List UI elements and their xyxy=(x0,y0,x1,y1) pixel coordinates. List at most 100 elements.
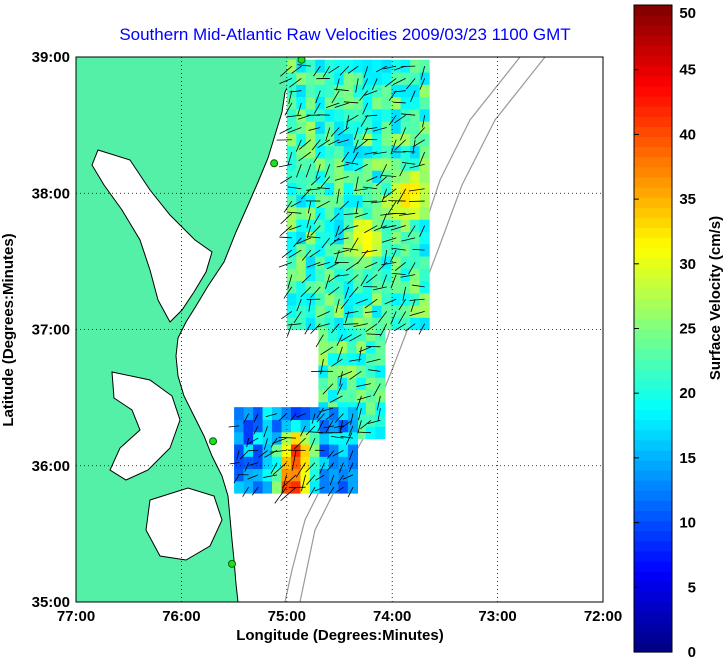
velocity-cell xyxy=(372,133,383,147)
velocity-arrow xyxy=(367,420,381,424)
velocity-arrow xyxy=(338,462,344,473)
colorbar-ticks: 0 5 10 15 20 25 30 35 40 45 50 xyxy=(634,4,696,659)
velocity-arrow xyxy=(398,298,407,311)
colorbar-band xyxy=(634,459,672,471)
velocity-cell xyxy=(296,268,307,282)
velocity-arrow xyxy=(313,151,321,163)
colorbar-band xyxy=(634,540,672,552)
velocity-arrow xyxy=(400,274,416,278)
velocity-arrow xyxy=(364,225,378,234)
velocity-arrow xyxy=(305,462,316,473)
colorbar-band xyxy=(634,641,672,653)
velocity-arrow xyxy=(358,431,371,434)
velocity-cell xyxy=(365,401,376,415)
velocity-arrow xyxy=(366,176,378,182)
velocity-arrow xyxy=(358,346,372,353)
colorbar-band xyxy=(634,247,672,259)
velocity-arrow xyxy=(263,425,268,438)
velocity-arrow xyxy=(253,413,259,423)
velocity-arrow xyxy=(353,139,359,153)
velocity-arrow xyxy=(297,114,311,120)
velocity-cell xyxy=(334,317,345,331)
velocity-cell xyxy=(362,304,373,318)
velocity-cell xyxy=(400,317,411,331)
velocity-cell xyxy=(419,255,430,269)
velocity-arrow xyxy=(364,261,378,269)
velocity-arrow xyxy=(381,274,388,288)
velocity-arrow xyxy=(301,274,312,284)
velocity-arrow xyxy=(300,286,312,298)
velocity-cell xyxy=(372,157,383,171)
velocity-arrow xyxy=(251,486,259,496)
velocity-cell xyxy=(334,304,345,318)
velocity-cell xyxy=(319,480,330,494)
velocity-arrow xyxy=(401,237,416,242)
velocity-cell xyxy=(305,317,316,331)
velocity-cell xyxy=(262,480,273,494)
velocity-arrow xyxy=(347,274,359,285)
velocity-arrow xyxy=(329,213,340,222)
velocity-arrow xyxy=(287,151,293,165)
velocity-arrow xyxy=(373,286,387,291)
velocity-arrow xyxy=(341,151,350,163)
velocity-cell xyxy=(391,280,402,294)
velocity-arrow xyxy=(377,408,381,421)
colorbar-band xyxy=(634,197,672,208)
colorbar-band xyxy=(634,439,672,451)
velocity-arrow xyxy=(402,162,416,165)
velocity-cell xyxy=(419,206,430,220)
velocity-cell xyxy=(305,121,316,134)
velocity-arrow xyxy=(354,212,368,218)
velocity-cell xyxy=(381,317,392,331)
velocity-cell xyxy=(305,255,316,269)
velocity-arrow xyxy=(362,200,378,203)
colorbar-tick-label: 25 xyxy=(679,321,696,338)
velocity-cell xyxy=(319,419,330,433)
velocity-arrow xyxy=(336,334,343,346)
colorbar-band xyxy=(634,5,672,16)
x-tick-label: 74:00 xyxy=(373,608,411,625)
velocity-arrow xyxy=(314,486,325,492)
colorbar-band xyxy=(634,348,672,360)
velocity-arrow xyxy=(354,163,368,172)
velocity-arrow xyxy=(316,323,330,328)
velocity-cell xyxy=(410,182,421,196)
velocity-arrow xyxy=(339,371,343,387)
colorbar-band xyxy=(634,207,672,218)
velocity-arrow xyxy=(280,213,293,225)
colorbar-band xyxy=(634,166,672,178)
velocity-cell xyxy=(391,96,402,110)
colorbar-band xyxy=(634,581,672,592)
velocity-arrow xyxy=(399,164,407,177)
velocity-arrow xyxy=(361,249,378,254)
velocity-cell xyxy=(356,377,367,391)
velocity-cell xyxy=(324,145,335,159)
velocity-arrow xyxy=(394,114,406,124)
velocity-arrow xyxy=(382,225,397,229)
velocity-cell xyxy=(381,292,392,306)
velocity-cell xyxy=(315,317,326,331)
colorbar-band xyxy=(634,480,672,491)
x-tick-label: 72:00 xyxy=(584,608,622,625)
velocity-cell xyxy=(243,419,254,433)
velocity-arrow xyxy=(388,114,397,126)
velocity-arrow xyxy=(345,432,353,445)
colorbar-band xyxy=(634,520,672,532)
velocity-cell xyxy=(324,96,335,110)
velocity-arrow xyxy=(372,127,387,132)
velocity-arrow xyxy=(334,102,349,108)
velocity-cell xyxy=(372,231,383,245)
velocity-arrow xyxy=(242,486,249,497)
velocity-cell xyxy=(381,231,392,245)
velocity-cell xyxy=(296,280,307,294)
velocity-arrow xyxy=(325,274,331,289)
velocity-arrow xyxy=(278,413,287,422)
velocity-arrow xyxy=(322,65,331,78)
chart-title: Southern Mid-Atlantic Raw Velocities 200… xyxy=(119,25,570,44)
colorbar-band xyxy=(634,368,672,380)
velocity-arrow xyxy=(380,213,388,228)
velocity-arrow xyxy=(288,90,293,104)
velocity-arrow xyxy=(343,212,359,216)
velocity-arrow xyxy=(290,200,302,208)
velocity-arrow xyxy=(333,249,349,255)
